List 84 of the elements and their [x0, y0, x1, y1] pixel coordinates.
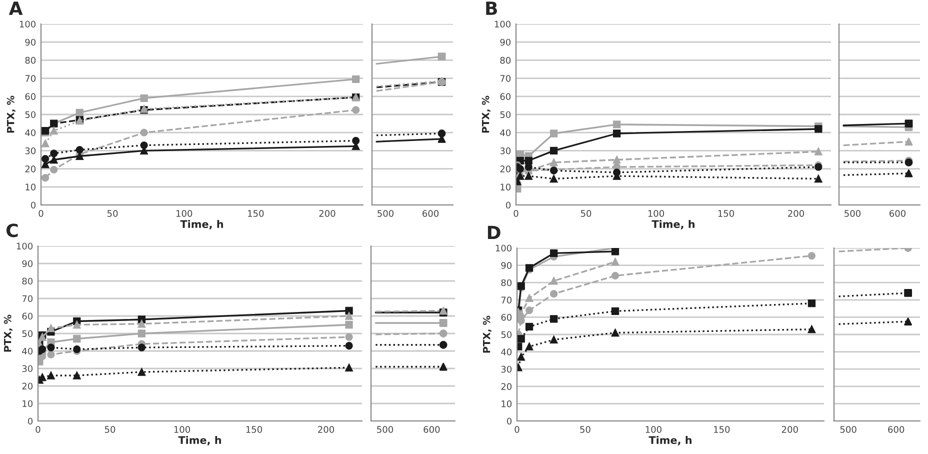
x-tick-label: 150	[714, 426, 730, 433]
y-tick-label: 80	[500, 56, 511, 64]
y-tick-label: 80	[22, 278, 33, 285]
chart-title: B	[486, 2, 497, 15]
x-tick-label: 500	[377, 426, 394, 433]
y-tick-label: 60	[501, 314, 512, 321]
y-tick-label: 40	[501, 348, 512, 356]
chart-title: C	[6, 224, 18, 238]
y-tick-label: 90	[25, 38, 36, 46]
y-tick-label: 30	[25, 147, 36, 154]
y-tick-label: 90	[22, 260, 33, 268]
y-tick-label: 0	[506, 202, 511, 209]
x-tick-label: 100	[174, 426, 190, 433]
x-axis-title: Time, h	[178, 436, 221, 446]
y-tick-label: 50	[22, 330, 33, 338]
x-tick-label: 50	[580, 426, 590, 433]
y-tick-label: 50	[501, 331, 512, 338]
y-tick-label: 10	[502, 400, 512, 408]
x-axis-title: Time, h	[180, 220, 223, 230]
x-tick-label: 0	[514, 210, 518, 217]
y-tick-label: 40	[22, 348, 33, 355]
x-tick-label: 100	[646, 426, 662, 433]
y-tick-label: 70	[22, 295, 33, 302]
x-tick-label: 200	[318, 426, 334, 433]
x-tick-label: 150	[718, 210, 734, 217]
y-tick-label: 90	[500, 38, 511, 46]
y-axis-title: PTX, %	[482, 316, 492, 353]
x-tick-label: 500	[378, 210, 394, 217]
y-tick-label: 0	[30, 202, 36, 209]
x-tick-label: 0	[38, 210, 44, 217]
x-tick-label: 200	[788, 210, 804, 217]
x-tick-label: 500	[844, 210, 861, 217]
y-tick-label: 80	[501, 279, 512, 286]
y-tick-label: 100	[494, 20, 511, 28]
y-tick-label: 80	[25, 56, 36, 64]
y-tick-label: 20	[25, 166, 36, 172]
x-tick-label: 50	[108, 210, 118, 217]
y-tick-label: 30	[22, 365, 33, 372]
y-tick-label: 20	[501, 383, 512, 390]
y-tick-label: 10	[500, 184, 511, 190]
x-tick-label: 500	[840, 426, 856, 433]
x-tick-label: 50	[104, 426, 116, 433]
x-tick-label: 100	[176, 210, 192, 217]
y-tick-label: 10	[26, 184, 36, 190]
y-tick-label: 50	[25, 111, 36, 118]
y-tick-label: 70	[501, 296, 512, 304]
y-tick-label: 60	[500, 93, 511, 100]
y-tick-label: 50	[500, 111, 511, 118]
y-tick-label: 0	[28, 418, 33, 425]
x-tick-label: 600	[422, 210, 439, 217]
x-tick-label: 0	[36, 426, 40, 433]
x-tick-label: 100	[648, 210, 664, 217]
y-tick-label: 20	[22, 382, 33, 390]
y-tick-label: 60	[22, 312, 33, 320]
x-tick-label: 50	[580, 210, 592, 217]
x-tick-label: 150	[248, 210, 264, 217]
x-axis-title: Time, h	[652, 220, 694, 230]
y-tick-label: 0	[506, 418, 512, 425]
y-tick-label: 30	[500, 147, 511, 154]
y-axis-title: PTX, %	[4, 314, 12, 352]
y-tick-label: 70	[500, 75, 511, 82]
y-axis-title: PTX, %	[6, 96, 16, 133]
x-tick-label: 200	[782, 426, 798, 433]
y-tick-label: 30	[501, 366, 512, 373]
y-tick-label: 20	[500, 166, 511, 172]
y-tick-label: 100	[20, 20, 36, 28]
x-axis-title: Time, h	[648, 436, 692, 446]
x-tick-label: 0	[514, 426, 520, 433]
x-tick-label: 150	[246, 426, 262, 433]
y-tick-label: 60	[25, 93, 36, 100]
chart-title: D	[488, 226, 500, 240]
y-tick-label: 90	[501, 262, 512, 269]
chart-title: A	[8, 2, 23, 15]
x-tick-label: 200	[319, 210, 336, 217]
y-tick-label: 40	[500, 129, 511, 136]
y-tick-label: 70	[25, 75, 36, 82]
y-tick-label: 100	[16, 242, 33, 250]
x-tick-label: 600	[888, 426, 904, 433]
y-tick-label: 100	[496, 244, 512, 252]
x-tick-label: 600	[424, 426, 440, 433]
y-tick-label: 10	[22, 400, 33, 408]
y-tick-label: 40	[25, 129, 36, 136]
y-axis-title: PTX, %	[482, 96, 490, 133]
x-tick-label: 600	[890, 210, 906, 217]
